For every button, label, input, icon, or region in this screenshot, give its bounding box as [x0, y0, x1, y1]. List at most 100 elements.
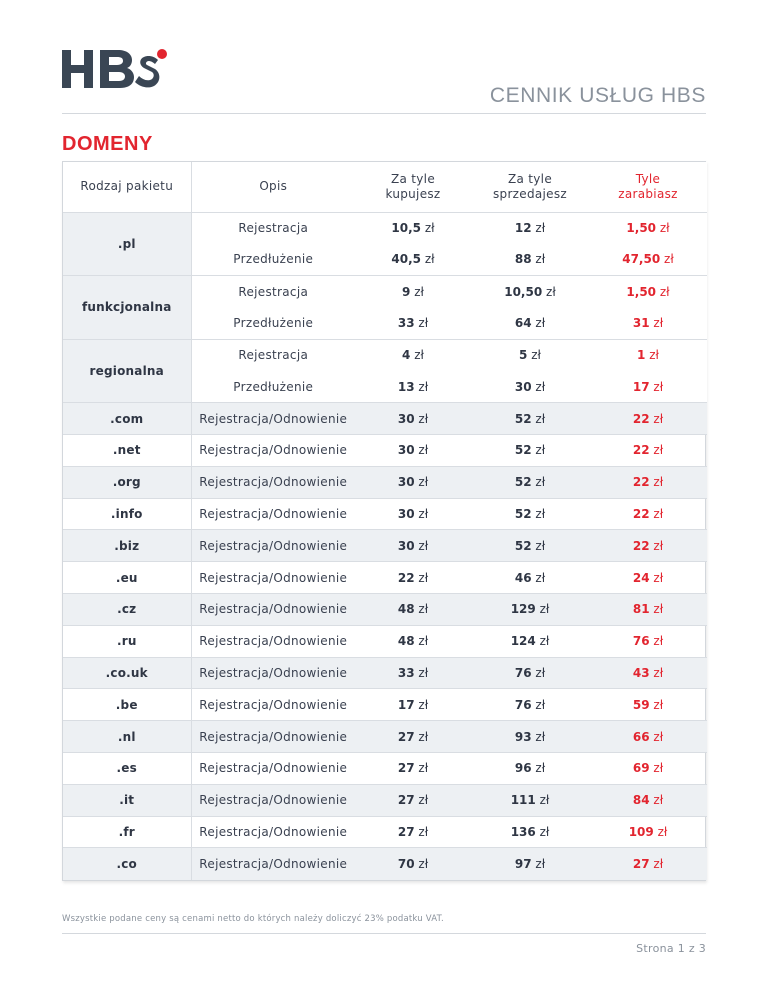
- currency-label: zł: [418, 316, 429, 331]
- header-buy-line2: kupujesz: [385, 186, 441, 201]
- package-type: .biz: [63, 529, 192, 562]
- sell-price-cell: 129 zł: [471, 593, 589, 626]
- currency-label: zł: [539, 793, 550, 808]
- table-row: .info Rejestracja/Odnowienie 30 zł 52 zł 22 …: [63, 497, 707, 530]
- earnings-cell: 66 zł: [589, 720, 707, 753]
- earnings-cell: 84 zł: [589, 783, 707, 817]
- buy-price-cell: 30 zł: [355, 529, 471, 562]
- buy-price-cell-value: 27: [397, 761, 415, 776]
- buy-price-cell-value: 13: [397, 379, 415, 394]
- currency-label: zł: [653, 379, 664, 394]
- currency-label: zł: [418, 411, 429, 426]
- buy-price-cell-value: 48: [397, 634, 415, 649]
- currency-label: zł: [546, 284, 556, 299]
- currency-label: zł: [535, 221, 546, 236]
- sell-price-cell-value: 64: [514, 316, 532, 331]
- earnings-cell-value: 1,50: [626, 221, 657, 236]
- header-sell-price: Za tyle sprzedajesz: [471, 162, 589, 212]
- currency-label: zł: [418, 538, 429, 553]
- buy-price-cell-value: 40,5: [391, 252, 422, 267]
- sell-price-cell-value: 93: [514, 729, 532, 744]
- package-type: .it: [63, 783, 192, 817]
- sell-price-cell: 52 zł: [471, 497, 589, 530]
- description-cell: Przedłużenie: [233, 252, 314, 267]
- table-row: .es Rejestracja/Odnowienie 27 zł 96 zł 69 zł: [63, 752, 707, 785]
- sell-price-cell: 136 zł: [471, 815, 589, 848]
- description-cell: Rejestracja/Odnowienie: [191, 783, 355, 817]
- sell-price-cell: 124 zł: [471, 624, 589, 658]
- package-type: .com: [63, 402, 192, 435]
- earnings-cell-value: 76: [632, 634, 650, 649]
- table-row: .biz Rejestracja/Odnowienie 30 zł 52 zł 22 z…: [63, 529, 707, 562]
- earnings-cell: 17 zł: [589, 370, 707, 403]
- earnings-cell: 69 zł: [589, 752, 707, 785]
- sell-price-cell-value: 97: [514, 857, 532, 872]
- currency-label: zł: [418, 666, 429, 681]
- currency-label: zł: [653, 316, 664, 331]
- earnings-cell-value: 66: [632, 729, 650, 744]
- buy-price-cell: 10,5 zł: [355, 211, 471, 244]
- description-cell: Rejestracja/Odnowienie: [191, 497, 355, 530]
- sell-price-cell: 64 zł: [471, 307, 589, 339]
- package-type: .net: [63, 434, 192, 467]
- sell-price-cell-value: 129: [510, 602, 536, 617]
- sell-price-cell-value: 52: [514, 538, 532, 553]
- currency-label: zł: [531, 348, 541, 363]
- table-row: .com Rejestracja/Odnowienie 30 zł 52 zł 22 z…: [63, 402, 707, 435]
- table-row: .co Rejestracja/Odnowienie 70 zł 97 zł 27 zł: [63, 847, 707, 880]
- sell-price-cell: 111 zł: [471, 783, 589, 817]
- sell-price-cell-value: 30: [514, 379, 532, 394]
- currency-label: zł: [535, 379, 546, 394]
- header-sell-line1: Za tyle: [507, 171, 552, 186]
- earnings-cell-value: 22: [632, 475, 650, 490]
- currency-label: zł: [418, 761, 429, 776]
- currency-label: zł: [659, 284, 670, 299]
- sell-price-cell-value: 46: [514, 570, 532, 585]
- currency-label: zł: [418, 729, 429, 744]
- earnings-cell: 27 zł: [589, 847, 707, 880]
- currency-label: zł: [539, 602, 550, 617]
- currency-label: zł: [653, 507, 664, 522]
- description-cell: Rejestracja/Odnowienie: [191, 847, 355, 880]
- sell-price-cell-value: 52: [514, 507, 532, 522]
- buy-price-cell: 30 zł: [355, 434, 471, 467]
- earnings-cell: 1 zł: [589, 338, 707, 371]
- buy-price-cell-value: 30: [397, 475, 415, 490]
- table-row: .pl Rejestracja 10,5 zł 12 zł 1,50 zł: [63, 211, 707, 276]
- currency-label: zł: [414, 348, 424, 363]
- buy-price-cell: 27 zł: [355, 815, 471, 848]
- header-sell-line2: sprzedajesz: [492, 186, 568, 201]
- package-type: .cz: [63, 593, 192, 626]
- sell-price-cell-value: 76: [514, 666, 532, 681]
- hbs-logo-mark: [62, 49, 167, 88]
- description-cell: Rejestracja/Odnowienie: [191, 624, 355, 658]
- package-type: .nl: [63, 720, 192, 753]
- currency-label: zł: [418, 793, 429, 808]
- earnings-cell: 22 zł: [589, 402, 707, 435]
- description-cell: Rejestracja: [191, 338, 355, 371]
- sell-price-cell: 52 zł: [471, 402, 589, 435]
- buy-price-cell-value: 33: [397, 666, 415, 681]
- currency-label: zł: [535, 443, 546, 458]
- earnings-cell-value: 109: [628, 825, 654, 840]
- buy-price-cell: 30 zł: [355, 497, 471, 530]
- currency-label: zł: [653, 857, 664, 872]
- earnings-cell: 109 zł: [589, 815, 707, 848]
- package-type: .co.uk: [63, 656, 192, 689]
- currency-label: zł: [535, 252, 546, 267]
- currency-label: zł: [535, 666, 546, 681]
- price-table-container: Rodzaj pakietu Opis Za tyle kupujesz Za …: [62, 161, 707, 881]
- package-type: regionalna: [63, 338, 192, 403]
- currency-label: zł: [535, 570, 546, 585]
- package-type: .es: [63, 752, 192, 785]
- package-type: .ru: [63, 624, 192, 658]
- currency-label: zł: [418, 634, 429, 649]
- earnings-cell-value: 69: [632, 761, 650, 776]
- package-type: .fr: [63, 815, 192, 848]
- sell-price-cell: 52 zł: [471, 465, 589, 499]
- earnings-cell-value: 31: [632, 316, 650, 331]
- description-cell: Rejestracja/Odnowienie: [191, 529, 355, 562]
- currency-label: zł: [653, 761, 664, 776]
- sell-price-cell: 96 zł: [471, 752, 589, 785]
- table-row: .cz Rejestracja/Odnowienie 48 zł 129 zł 81 z…: [63, 593, 707, 626]
